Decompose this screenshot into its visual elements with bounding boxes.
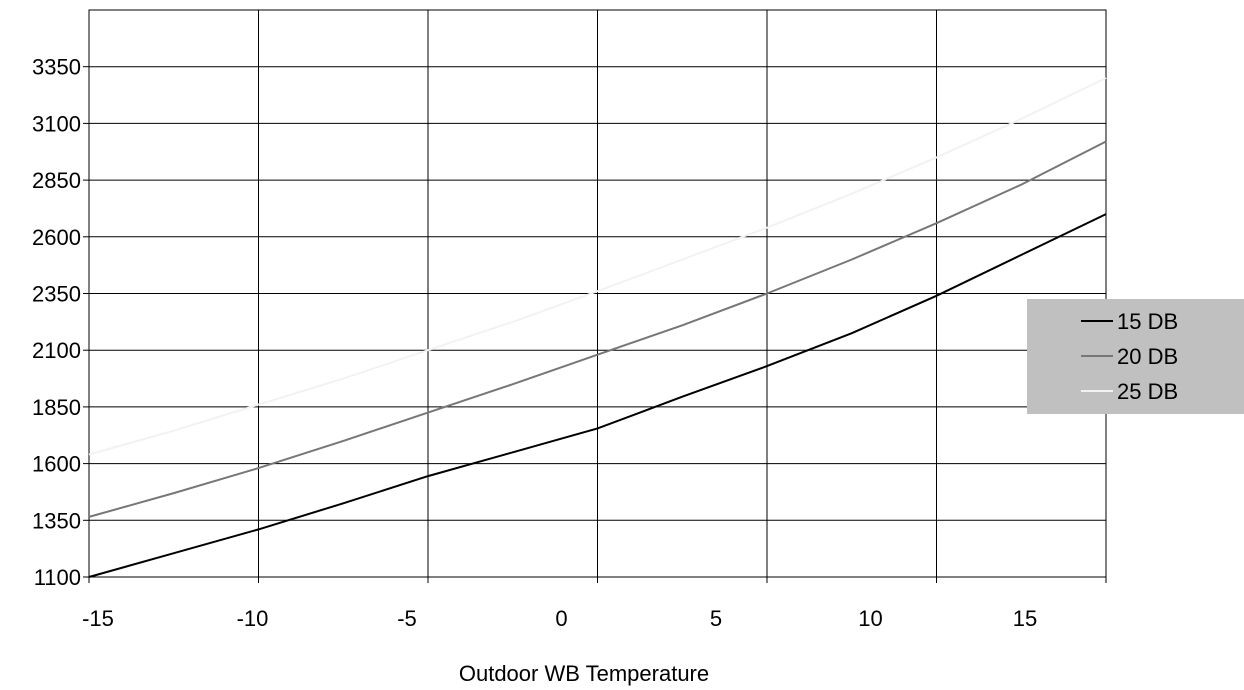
- y-tick-label: 1350: [32, 508, 81, 533]
- legend-label: 25 DB: [1117, 379, 1178, 404]
- legend-label: 20 DB: [1117, 344, 1178, 369]
- x-axis-title: Outdoor WB Temperature: [459, 661, 709, 686]
- x-tick-label: 5: [710, 606, 722, 631]
- x-tick-label: -10: [237, 606, 269, 631]
- series-line-20-db: [88, 140, 1107, 518]
- legend-box: [1027, 299, 1244, 414]
- y-axis-tick-labels: 1100 1350 1600 1850 2100 2350 2600 2850 3100 3350: [32, 55, 81, 590]
- x-tick-label: -15: [82, 606, 114, 631]
- y-tick-label: 3100: [32, 111, 81, 136]
- series-line-25-db: [88, 77, 1107, 456]
- legend-label: 15 DB: [1117, 309, 1178, 334]
- plot-frame: [88, 9, 1107, 578]
- y-tick-label: 3350: [32, 55, 81, 80]
- x-tick-label: 10: [858, 606, 882, 631]
- y-tick-label: 1100: [34, 565, 81, 590]
- y-tick-label: 1600: [32, 452, 81, 477]
- legend: 15 DB 20 DB 25 DB: [1027, 299, 1244, 414]
- y-tick-label: 2100: [32, 338, 81, 363]
- series-lines: [88, 77, 1107, 578]
- x-axis-tick-labels: -15 -10 -5 0 5 10 15: [82, 606, 1037, 631]
- y-tick-label: 2350: [32, 282, 81, 307]
- x-tick-label: 15: [1013, 606, 1037, 631]
- x-tick-label: -5: [397, 606, 417, 631]
- grid-lines: [83, 10, 1107, 583]
- y-tick-label: 2850: [32, 168, 81, 193]
- y-tick-label: 1850: [32, 395, 81, 420]
- y-tick-label: 2600: [32, 225, 81, 250]
- x-tick-label: 0: [555, 606, 567, 631]
- series-line-15-db: [88, 213, 1107, 578]
